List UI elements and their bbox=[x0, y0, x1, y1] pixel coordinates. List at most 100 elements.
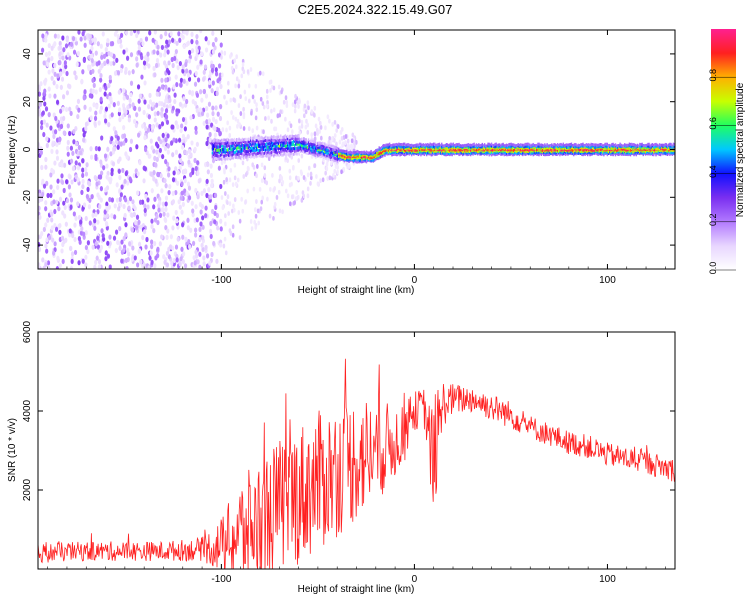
spectrogram-cell bbox=[313, 131, 317, 137]
spectrogram-cell bbox=[334, 157, 336, 161]
spectrogram-cell bbox=[659, 147, 662, 151]
spectrogram-cell bbox=[233, 155, 236, 159]
spectrogram-cell bbox=[296, 152, 298, 156]
spectrogram-cell bbox=[472, 145, 474, 149]
spectrogram-cell bbox=[275, 153, 277, 157]
spectrogram-cell bbox=[58, 229, 62, 235]
spectrogram-cell bbox=[289, 149, 291, 153]
snr-x-label: Height of straight line (km) bbox=[298, 584, 415, 595]
spectrogram-cell bbox=[129, 92, 133, 98]
spectrogram-cell bbox=[618, 150, 620, 154]
spectrogram-cell bbox=[212, 150, 215, 154]
spectrogram-cell bbox=[599, 144, 602, 148]
spectrogram-cell bbox=[159, 52, 163, 58]
spectrogram-cell bbox=[214, 156, 216, 160]
spectrogram-cell bbox=[387, 145, 390, 149]
spectrogram-cell bbox=[166, 49, 170, 55]
spectrogram-cell bbox=[502, 142, 504, 146]
spectrogram-cell bbox=[110, 41, 115, 47]
spectrogram-cell bbox=[331, 122, 334, 127]
spectrogram-cell bbox=[67, 184, 71, 190]
spectrogram-cell bbox=[288, 144, 290, 148]
spectrogram-cell bbox=[302, 149, 304, 153]
spectrogram-cell bbox=[554, 145, 556, 149]
spectrogram-cell bbox=[274, 142, 276, 146]
spectrogram-cell bbox=[538, 145, 540, 149]
spectrogram-cell bbox=[258, 186, 262, 192]
spectrogram-cell bbox=[215, 156, 217, 160]
spectrogram-cell bbox=[606, 153, 609, 157]
colorbar-ticks: 0.00.20.40.60.8 bbox=[708, 69, 736, 274]
spectrogram-cell bbox=[214, 118, 218, 125]
spectrogram-cell bbox=[168, 103, 172, 109]
spectrogram-cell bbox=[671, 152, 673, 156]
spectrogram-cell bbox=[377, 157, 379, 161]
spectrogram-cell bbox=[91, 68, 95, 74]
spectrogram-cell bbox=[402, 153, 405, 157]
spectrogram-cell bbox=[636, 151, 639, 155]
spectrogram-cell bbox=[52, 189, 56, 195]
spectrogram-cell bbox=[432, 142, 435, 146]
spectrogram-cell bbox=[81, 158, 85, 164]
spectrogram-cell bbox=[110, 197, 115, 203]
spectrogram-cell bbox=[395, 145, 398, 149]
spectrogram-cell bbox=[314, 143, 317, 147]
spectrogram-cell bbox=[331, 151, 333, 155]
spectrogram-cell bbox=[174, 120, 178, 126]
spectrogram-cell bbox=[310, 175, 313, 181]
spectrogram-cell bbox=[59, 123, 64, 129]
spectrogram-cell bbox=[629, 148, 632, 152]
spectrogram-cell bbox=[213, 132, 217, 138]
spectrogram-cell bbox=[287, 152, 289, 156]
spectrogram-cell bbox=[380, 151, 383, 155]
spectrogram-cell bbox=[56, 255, 60, 261]
spectrogram-cell bbox=[177, 31, 181, 37]
spectrogram-cell bbox=[307, 138, 310, 142]
spectrogram-cell bbox=[310, 132, 314, 138]
spectrogram-cell bbox=[613, 148, 616, 152]
spectrogram-cell bbox=[266, 139, 268, 143]
spectrogram-cell bbox=[191, 240, 196, 246]
spectrogram-cell bbox=[340, 149, 342, 153]
spectrogram-cell bbox=[657, 151, 660, 155]
spectrogram-cell bbox=[171, 225, 175, 231]
spectrogram-cell bbox=[488, 146, 490, 150]
spectrogram-cell bbox=[109, 52, 114, 58]
spectrogram-cell bbox=[282, 136, 284, 140]
spectrogram-cell bbox=[283, 152, 285, 156]
spectrogram-cell bbox=[187, 76, 192, 82]
spectrogram-cell bbox=[470, 148, 472, 152]
spectrogram-cell bbox=[122, 133, 127, 139]
spectrogram-cell bbox=[236, 138, 238, 142]
spectrogram-cell bbox=[298, 143, 300, 147]
spectrogram-cell bbox=[567, 143, 569, 147]
spectrogram-cell bbox=[570, 152, 573, 156]
spectrogram-cell bbox=[504, 147, 507, 151]
spectrogram-cell bbox=[413, 149, 415, 153]
spectrogram-cell bbox=[489, 143, 492, 147]
spectrogram-cell bbox=[220, 54, 223, 60]
spectrogram-cell bbox=[399, 143, 401, 147]
spectrogram-cell bbox=[661, 143, 663, 147]
spectrogram-cell bbox=[628, 147, 631, 151]
spectrogram-cell bbox=[133, 105, 137, 111]
spectrogram-cell bbox=[237, 156, 239, 160]
spectrogram-cell bbox=[423, 143, 426, 147]
spectrogram-cell bbox=[179, 77, 184, 83]
spectrogram-cell bbox=[143, 166, 148, 172]
spectrogram-cell bbox=[155, 149, 159, 155]
spectrogram-cell bbox=[570, 150, 573, 154]
spectrogram-cell bbox=[38, 84, 41, 90]
spectrogram-cell bbox=[269, 186, 272, 192]
spectrogram-cell bbox=[366, 159, 369, 163]
spectrogram-cell bbox=[291, 143, 294, 147]
spectrogram-cell bbox=[464, 148, 466, 152]
spectrogram-cell bbox=[270, 153, 273, 157]
spectrogram-cell bbox=[185, 68, 189, 74]
spectrogram-cell bbox=[466, 143, 468, 147]
spectrogram-cell bbox=[199, 30, 203, 34]
spectrogram-cell bbox=[593, 148, 596, 152]
spectrogram-cell bbox=[322, 142, 325, 146]
spectrogram-cell bbox=[224, 213, 227, 219]
spectrogram-cell bbox=[295, 189, 299, 195]
